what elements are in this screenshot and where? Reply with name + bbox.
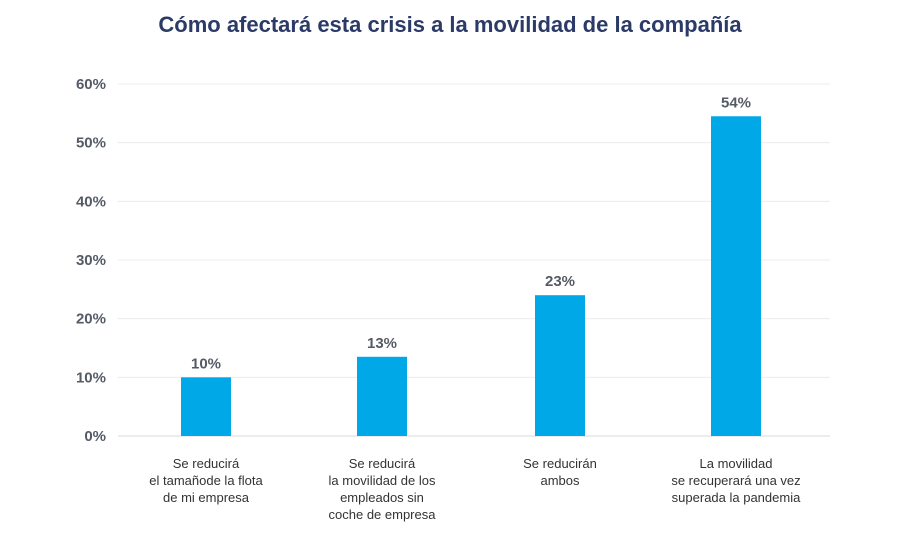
x-tick-label-2: Se reducirá la movilidad de los empleados … xyxy=(329,456,437,522)
x-tick-label-line: ambos xyxy=(540,473,580,488)
bar-2 xyxy=(357,356,407,436)
x-tick-label-line: el tamañode la flota xyxy=(149,473,263,488)
y-tick-label: 30% xyxy=(76,252,106,269)
x-tick-label-3: Se reducirán ambos xyxy=(523,456,597,488)
data-label-3: 23% xyxy=(545,273,575,290)
data-label-4: 54% xyxy=(721,94,751,111)
x-tick-label-1: Se reducirá el tamañode la flota de mi emp… xyxy=(149,456,263,505)
x-tick-label-line: se recuperará una vez xyxy=(671,473,800,488)
x-tick-label-line: Se reducirán xyxy=(523,456,597,471)
x-tick-label-line: de mi empresa xyxy=(163,490,250,505)
bars xyxy=(181,116,761,437)
x-tick-label-line: La movilidad xyxy=(700,456,773,471)
x-tick-label-line: empleados sin xyxy=(340,490,424,505)
x-tick-label-line: Se reducirá xyxy=(349,456,416,471)
y-tick-label: 10% xyxy=(76,369,106,386)
bar-3 xyxy=(535,295,585,436)
chart-title: Cómo afectará esta crisis a la movilidad… xyxy=(158,12,742,37)
y-tick-label: 20% xyxy=(76,311,106,328)
data-label-2: 13% xyxy=(367,335,397,352)
y-tick-label: 0% xyxy=(84,428,106,445)
data-label-1: 10% xyxy=(191,355,221,372)
x-tick-label-4: La movilidad se recuperará una vez superad… xyxy=(671,456,801,505)
y-tick-label: 50% xyxy=(76,135,106,152)
data-labels: 10% 13% 23% 54% xyxy=(191,94,751,372)
y-axis-ticks: 0% 10% 20% 30% 40% 50% 60% xyxy=(76,76,106,445)
bar-4 xyxy=(711,116,761,437)
bar-1 xyxy=(181,377,231,436)
x-tick-label-line: Se reducirá xyxy=(173,456,240,471)
x-axis-labels: Se reducirá el tamañode la flota de mi emp… xyxy=(149,456,801,522)
x-tick-label-line: coche de empresa xyxy=(329,507,437,522)
x-tick-label-line: la movilidad de los xyxy=(329,473,436,488)
y-tick-label: 40% xyxy=(76,193,106,210)
x-tick-label-line: superada la pandemia xyxy=(672,490,801,505)
y-tick-label: 60% xyxy=(76,76,106,93)
